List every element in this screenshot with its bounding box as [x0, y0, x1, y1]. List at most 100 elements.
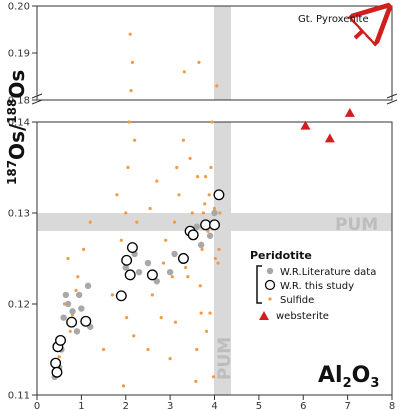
sulfide-point: [119, 238, 123, 242]
legend-title: Peridotite: [250, 249, 312, 262]
x-tick-label: 6: [300, 401, 306, 410]
y-tick-label: 0.19: [8, 49, 30, 60]
legend-label-wr-this: W.R. this study: [280, 281, 354, 292]
sulfide-point: [207, 193, 211, 197]
wr-this-study-point: [213, 189, 225, 201]
legend-label-websterite: websterite: [276, 311, 329, 322]
sulfide-point: [216, 261, 220, 265]
sulfide-point: [206, 229, 210, 233]
pum-label-horizontal: PUM: [335, 215, 378, 235]
series-wr-literature: [51, 209, 218, 380]
x-tick-label: 7: [344, 401, 350, 410]
sulfide-point: [186, 275, 190, 279]
sulfide-point: [128, 32, 132, 36]
sulfide-point: [201, 211, 206, 215]
ylabel-os2: Os: [5, 70, 29, 99]
wr-literature-point: [73, 328, 81, 335]
sulfide-point: [213, 256, 217, 261]
x-tick-label: 5: [256, 401, 262, 410]
ylabel-sup2: 188: [5, 99, 19, 124]
legend-marker-wr-lit: [266, 267, 274, 275]
sulfide-point: [215, 84, 219, 88]
sulfide-point: [115, 193, 119, 197]
x-tick-label: 1: [78, 401, 84, 410]
xlabel-sub2: 3: [370, 376, 379, 391]
sulfide-point: [199, 311, 203, 315]
sulfide-point: [212, 375, 216, 379]
wr-literature-point: [62, 291, 70, 299]
wr-literature-point: [193, 223, 200, 230]
sulfide-point: [81, 247, 86, 251]
sulfide-point: [168, 357, 172, 361]
sulfide-point: [159, 316, 163, 320]
sulfide-point: [170, 275, 174, 279]
sulfide-point: [172, 220, 177, 224]
pyroxenite-arrow-icon: [355, 10, 385, 38]
sulfide-point: [146, 347, 150, 352]
sulfide-point: [88, 220, 92, 224]
sulfide-point: [155, 179, 159, 183]
svg-text:187Os/188Os: 187Os/188Os: [5, 70, 29, 185]
wr-literature-point: [84, 282, 92, 289]
websterite-point: [344, 107, 355, 117]
sulfide-point: [133, 138, 137, 142]
y-tick-label: 0.11: [8, 391, 30, 402]
y-tick-label: 0.12: [8, 300, 30, 311]
sulfide-point: [127, 120, 131, 124]
legend-bracket: [256, 265, 262, 304]
sulfide-point: [101, 347, 106, 352]
wr-literature-point: [60, 314, 67, 321]
sulfide-point: [217, 247, 221, 251]
sulfide-point: [124, 211, 128, 215]
sulfide-point: [204, 175, 208, 179]
wr-this-study-point: [115, 290, 127, 302]
sulfide-point: [198, 284, 202, 288]
sulfide-point: [110, 293, 115, 297]
y-axis-label: 187Os/188Os: [5, 70, 29, 185]
xlabel-main: Al: [318, 363, 343, 388]
xlabel-sub: 2: [343, 376, 352, 391]
wr-this-study-point: [55, 334, 66, 346]
sulfide-point: [121, 384, 126, 388]
sulfide-point: [173, 320, 178, 324]
wr-literature-point: [197, 241, 205, 249]
sulfide-point: [148, 206, 152, 211]
x-tick-label: 2: [123, 401, 129, 410]
sulfide-point: [68, 329, 72, 333]
sulfide-point: [57, 355, 61, 359]
sulfide-point: [76, 275, 80, 279]
sulfide-point: [129, 89, 133, 93]
x-tick-label: 8: [389, 401, 395, 410]
sulfide-point: [74, 288, 78, 292]
x-tick-label: 4: [211, 401, 217, 410]
series-wr-this-study: [50, 189, 225, 378]
wr-literature-point: [135, 268, 143, 276]
sulfide-point: [135, 220, 139, 224]
y-tick-label: 0.18: [8, 96, 30, 107]
wr-literature-point: [171, 250, 178, 258]
wr-this-study-point: [66, 316, 78, 328]
sulfide-point: [208, 311, 212, 315]
wr-this-study-point: [51, 366, 63, 378]
sulfide-point: [210, 120, 214, 124]
wr-this-study-point: [124, 269, 136, 281]
sulfide-point: [194, 379, 198, 383]
websterite-point: [324, 133, 335, 143]
sulfide-point: [195, 347, 199, 352]
wr-literature-point: [144, 259, 152, 267]
sulfide-point: [200, 247, 204, 251]
ylabel-sup1: 187: [5, 160, 19, 185]
x-tick-label: 3: [167, 401, 173, 410]
x-axis-label: Al2O3: [318, 363, 379, 391]
sulfide-point: [175, 165, 179, 170]
xlabel-tail: O: [352, 363, 371, 388]
sulfide-point: [132, 334, 136, 338]
sulfide-point: [190, 211, 194, 215]
wr-this-study-point: [146, 269, 158, 281]
sulfide-point: [130, 60, 135, 64]
sulfide-point: [182, 70, 186, 74]
legend-label-sulfide: Sulfide: [280, 295, 314, 306]
sulfide-point: [197, 60, 201, 64]
axis-break-right: [386, 93, 398, 105]
